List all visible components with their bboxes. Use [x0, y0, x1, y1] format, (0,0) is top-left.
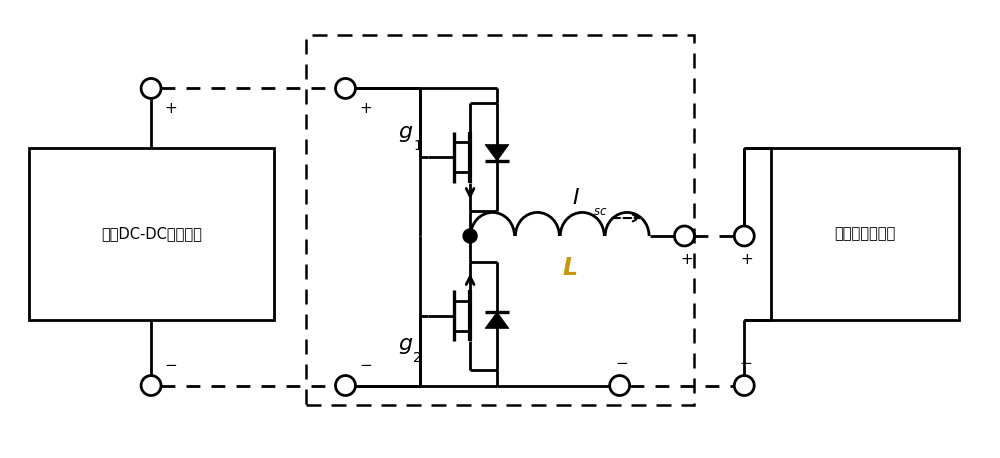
Circle shape [463, 229, 477, 243]
Circle shape [141, 376, 161, 396]
Text: $I$: $I$ [572, 188, 580, 208]
Text: 1: 1 [413, 139, 422, 153]
Text: g: g [398, 333, 412, 354]
Text: L: L [562, 256, 577, 280]
Text: 单向DC-DC升压电路: 单向DC-DC升压电路 [101, 227, 202, 241]
Text: +: + [165, 101, 177, 116]
Circle shape [141, 78, 161, 98]
Text: +: + [359, 101, 372, 116]
Text: 超级电容器组件: 超级电容器组件 [834, 227, 896, 241]
Text: −: − [165, 358, 177, 373]
Text: 2: 2 [413, 351, 422, 365]
Bar [29, 148, 274, 320]
Text: −: − [740, 356, 753, 371]
Circle shape [336, 376, 355, 396]
Bar [306, 35, 694, 405]
Text: −: − [359, 358, 372, 373]
Circle shape [734, 226, 754, 246]
Text: −: − [615, 356, 628, 371]
Circle shape [674, 226, 694, 246]
Circle shape [336, 78, 355, 98]
Text: $_{sc}$: $_{sc}$ [593, 199, 607, 217]
Circle shape [734, 376, 754, 396]
Polygon shape [485, 145, 509, 161]
Circle shape [610, 376, 630, 396]
Polygon shape [485, 312, 509, 328]
Bar [771, 148, 959, 320]
Text: +: + [680, 252, 693, 267]
Text: +: + [740, 252, 753, 267]
Text: g: g [398, 122, 412, 142]
